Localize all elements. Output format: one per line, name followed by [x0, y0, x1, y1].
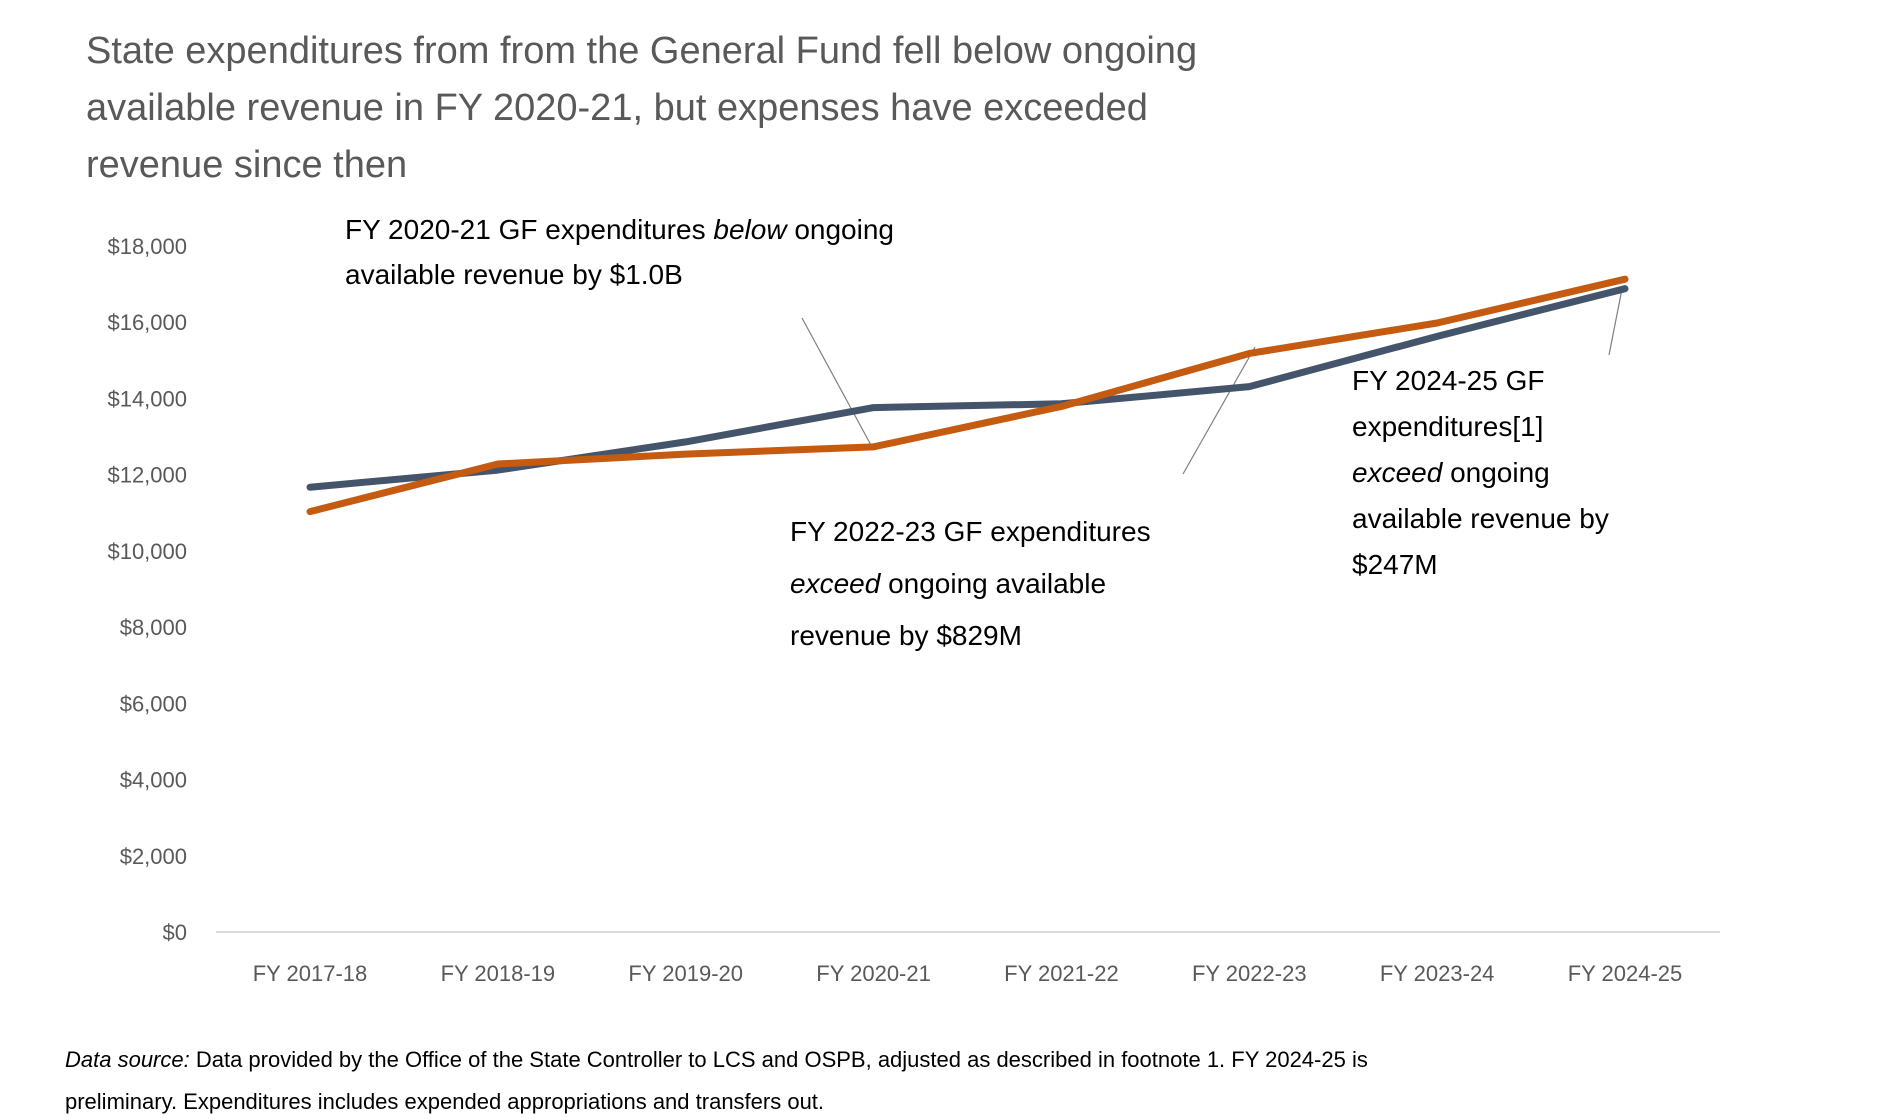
annotation-leader-line — [801, 317, 873, 448]
annotation-3-line: expenditures[1] — [1352, 411, 1543, 442]
annotation-leader-line — [1182, 346, 1256, 475]
x-tick-label: FY 2022-23 — [1192, 961, 1307, 986]
annotation-3-line: exceed ongoing — [1352, 457, 1550, 488]
footnote-line: preliminary. Expenditures includes expen… — [65, 1089, 824, 1114]
annotation-2-line: FY 2022-23 GF expenditures — [790, 516, 1151, 547]
footnote-line: Data source: Data provided by the Office… — [65, 1047, 1368, 1072]
annotation-leader-line — [1608, 288, 1623, 356]
chart-title: revenue since then — [86, 144, 407, 186]
y-tick-label: $14,000 — [107, 386, 187, 411]
x-tick-label: FY 2019-20 — [628, 961, 743, 986]
x-tick-label: FY 2023-24 — [1380, 961, 1495, 986]
series-line-1 — [306, 275, 1629, 516]
y-tick-label: $4,000 — [120, 768, 187, 793]
annotation-1-line: available revenue by $1.0B — [345, 259, 683, 290]
y-tick-label: $0 — [163, 920, 187, 945]
annotation-2-line: revenue by $829M — [790, 620, 1022, 651]
y-tick-label: $12,000 — [107, 463, 187, 488]
annotation-3-line: FY 2024-25 GF — [1352, 365, 1544, 396]
y-tick-label: $6,000 — [120, 691, 187, 716]
annotation-3-line: available revenue by — [1352, 503, 1609, 534]
y-tick-label: $8,000 — [120, 615, 187, 640]
annotation-1-line: FY 2020-21 GF expenditures below ongoing — [345, 214, 894, 245]
y-tick-label: $2,000 — [120, 844, 187, 869]
x-tick-label: FY 2021-22 — [1004, 961, 1119, 986]
annotation-2-line: exceed ongoing available — [790, 568, 1106, 599]
x-tick-label: FY 2017-18 — [253, 961, 368, 986]
x-tick-label: FY 2020-21 — [816, 961, 931, 986]
chart-title: State expenditures from from the General… — [86, 30, 1197, 72]
y-tick-label: $10,000 — [107, 539, 187, 564]
chart-title: available revenue in FY 2020-21, but exp… — [86, 87, 1148, 129]
y-tick-label: $18,000 — [107, 234, 187, 259]
x-tick-label: FY 2018-19 — [441, 961, 556, 986]
annotation-3-line: $247M — [1352, 549, 1438, 580]
y-tick-label: $16,000 — [107, 310, 187, 335]
x-tick-label: FY 2024-25 — [1568, 961, 1683, 986]
